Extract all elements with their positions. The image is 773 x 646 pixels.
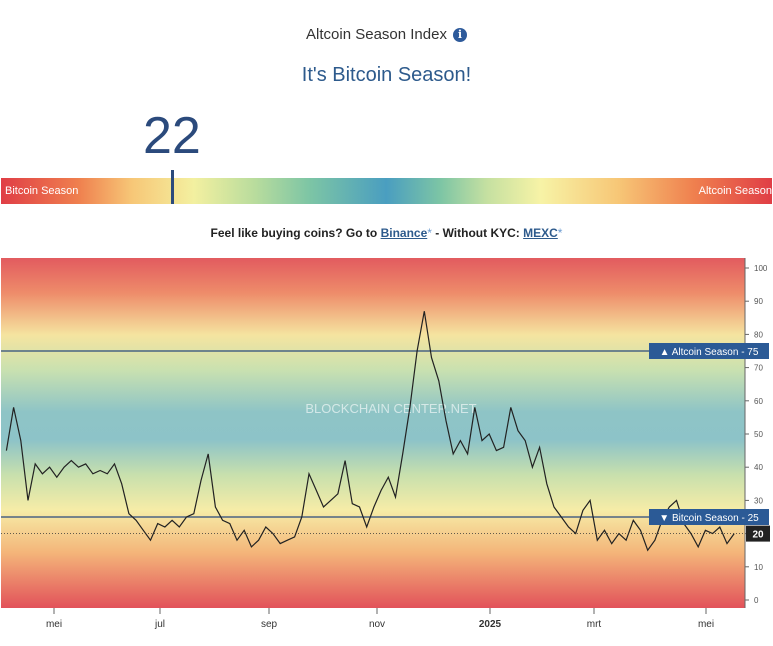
page-title: Altcoin Season Index: [306, 26, 447, 43]
info-icon[interactable]: i: [452, 28, 467, 42]
gauge-right-label: Altcoin Season: [698, 185, 772, 197]
x-tick-label: mrt: [587, 619, 602, 630]
altcoin-index-chart: BLOCKCHAIN CENTER.NET 0 10 20 30 40 50 60 70 80 9…: [1, 258, 773, 641]
y-tick-label: 60: [754, 397, 763, 406]
y-tick-label: 90: [754, 297, 763, 306]
x-tick-label: sep: [261, 619, 278, 630]
mexc-link[interactable]: MEXC: [523, 226, 558, 240]
y-tick-label: 70: [754, 364, 763, 373]
season-status-title: It's Bitcoin Season!: [301, 64, 472, 86]
mexc-asterisk: *: [557, 226, 563, 240]
threshold-label: ▼ Bitcoin Season - 25: [659, 513, 759, 524]
threshold-label: ▲ Altcoin Season - 75: [660, 347, 759, 358]
season-gauge: Bitcoin Season Altcoin Season: [1, 178, 772, 204]
index-series-line: [5, 311, 735, 552]
threshold-label-box: [649, 343, 769, 359]
gauge-needle: [171, 170, 174, 204]
chart-svg: BLOCKCHAIN CENTER.NET 0 10 20 30 40 50 60 70 80 9…: [1, 258, 773, 630]
promo-middle: - Without KYC:: [431, 226, 524, 240]
threshold-label-box: [649, 509, 769, 525]
x-tick-label: mei: [46, 619, 62, 630]
watermark: BLOCKCHAIN CENTER.NET: [305, 401, 476, 416]
x-tick-label: mei: [698, 619, 714, 630]
binance-link[interactable]: Binance: [380, 226, 428, 240]
y-tick-label: 10: [754, 563, 763, 572]
binance-asterisk: *: [427, 226, 432, 240]
index-value: 22: [143, 107, 201, 165]
x-tick-label: nov: [369, 619, 385, 630]
promo-line: Feel like buying coins? Go to Binance* -…: [0, 226, 773, 240]
y-tick-label: 30: [754, 496, 763, 505]
y-tick-label: 50: [754, 430, 763, 439]
title-row: Altcoin Season Index i: [0, 26, 773, 43]
x-tick-label: 2025: [479, 619, 502, 630]
current-value-label: 20: [752, 530, 764, 541]
y-tick-label: 80: [754, 330, 763, 339]
gauge-left-label: Bitcoin Season: [5, 185, 79, 197]
current-value-badge: [746, 525, 770, 542]
chart-background: [1, 258, 745, 608]
y-tick-label: 100: [754, 264, 768, 273]
y-tick-label: 0: [754, 596, 759, 605]
y-axis-panel: [745, 258, 773, 608]
promo-prefix: Feel like buying coins? Go to: [210, 226, 381, 240]
y-tick-label: 40: [754, 463, 763, 472]
x-tick-label: jul: [154, 619, 165, 630]
